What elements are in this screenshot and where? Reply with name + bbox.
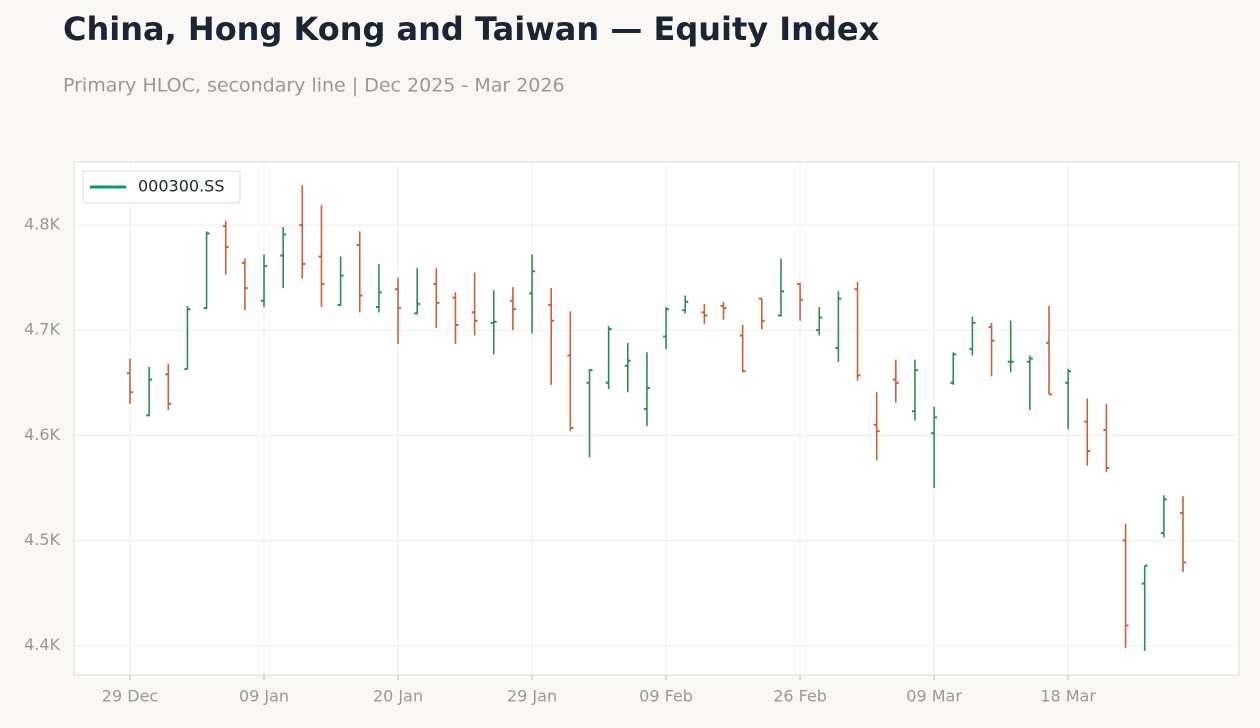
x-tick-label: 29 Dec xyxy=(102,687,158,706)
grid: 4.4K 4.5K 4.6K 4.7K 4.8K 29 Dec 09 Jan 20 Jan 29… xyxy=(24,162,1239,706)
x-tick-label: 18 Mar xyxy=(1040,687,1096,706)
legend-label: 000300.SS xyxy=(138,177,224,196)
legend: 000300.SS xyxy=(82,170,241,204)
y-tick-label: 4.8K xyxy=(24,215,60,234)
marks xyxy=(127,185,1186,651)
x-tick-label: 09 Mar xyxy=(906,687,962,706)
y-tick-label: 4.4K xyxy=(24,635,60,654)
y-tick-label: 4.6K xyxy=(24,425,60,444)
legend-box xyxy=(82,170,241,204)
x-tick-label: 20 Jan xyxy=(373,687,423,706)
x-tick-label: 09 Feb xyxy=(639,687,693,706)
y-tick-label: 4.7K xyxy=(24,320,60,339)
x-tick-label: 09 Jan xyxy=(239,687,289,706)
chart-subtitle: Primary HLOC, secondary line | Dec 2025 … xyxy=(63,75,565,97)
x-tick-label: 29 Jan xyxy=(507,687,557,706)
x-tick-label: 26 Feb xyxy=(773,687,827,706)
y-tick-label: 4.5K xyxy=(24,530,60,549)
chart-title: China, Hong Kong and Taiwan — Equity Ind… xyxy=(63,10,880,48)
plot-area xyxy=(73,161,1240,676)
